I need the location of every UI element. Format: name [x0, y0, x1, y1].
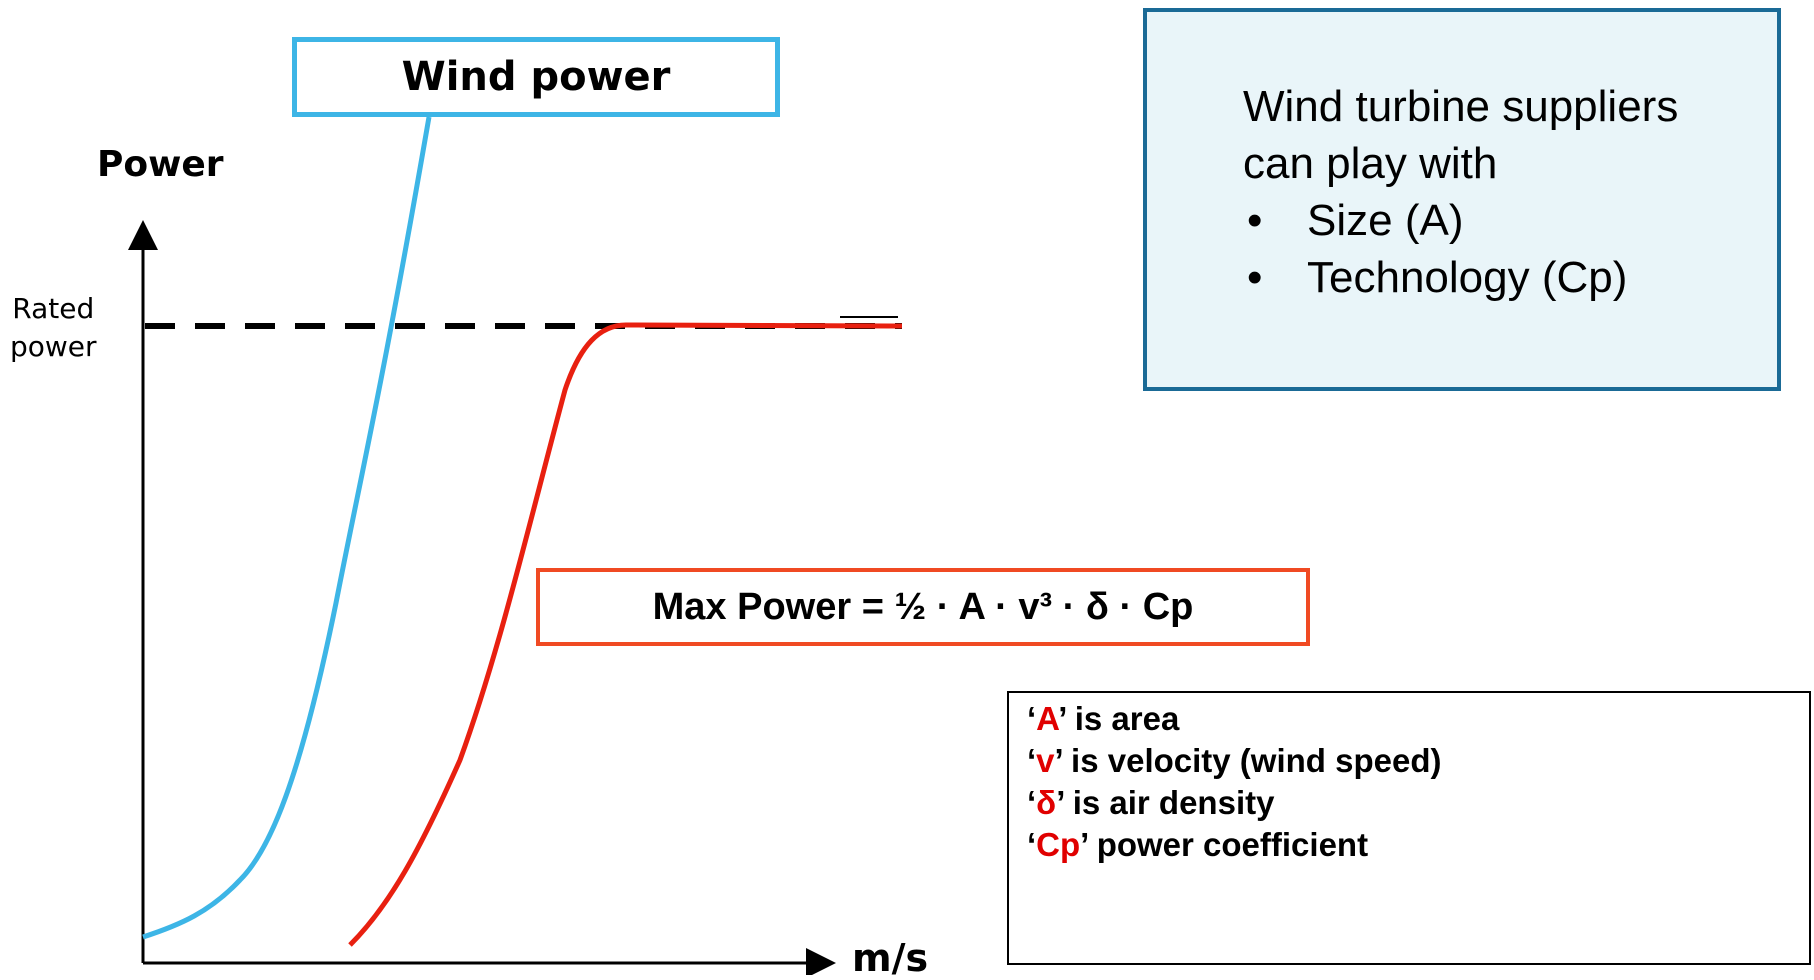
rated-label: Rated power — [10, 290, 97, 366]
bullet-item: • Size (A) — [1243, 192, 1678, 249]
definition: ‘v’ is velocity (wind speed) — [1027, 740, 1441, 782]
rated-line-1: Rated — [12, 292, 95, 325]
definition-text: ’ is air density — [1056, 784, 1275, 821]
bullet: • — [1247, 196, 1263, 245]
bullet-text: Technology (Cp) — [1307, 253, 1628, 302]
title: Wind power — [401, 54, 671, 100]
info-box: Wind turbine suppliers can play with • Si… — [1143, 8, 1781, 391]
term: δ — [1036, 784, 1057, 821]
info-text: Wind turbine suppliers can play with • Si… — [1243, 78, 1678, 306]
term: A — [1036, 700, 1059, 737]
definition-text: ’ power coefficient — [1080, 826, 1369, 863]
formula-box: Max Power = ½ · A · v³ · δ · Cp — [536, 568, 1310, 646]
x-axis-label: m/s — [852, 936, 929, 980]
definition-text: ’ is area — [1058, 700, 1180, 737]
quote: ‘ — [1027, 784, 1037, 821]
definitions-box: ‘A’ is area ‘v’ is velocity (wind speed) ‘… — [1007, 691, 1811, 965]
turbine-power-curve — [348, 322, 903, 947]
formula: Max Power = ½ · A · v³ · δ · Cp — [652, 585, 1194, 628]
term: Cp — [1036, 826, 1081, 863]
y-axis-label: Power — [97, 144, 224, 185]
quote: ‘ — [1027, 700, 1037, 737]
intro-line: Wind turbine suppliers — [1243, 82, 1679, 131]
rated-line-2: power — [10, 330, 97, 363]
wind-power-curve — [142, 116, 432, 940]
title-box: Wind power — [292, 37, 780, 117]
bullet: • — [1247, 253, 1263, 302]
quote: ‘ — [1027, 742, 1037, 779]
bullet-text: Size (A) — [1307, 196, 1464, 245]
quote: ‘ — [1027, 826, 1037, 863]
term: v — [1036, 742, 1055, 779]
definition: ‘A’ is area — [1027, 698, 1441, 740]
definition-text: ’ is velocity (wind speed) — [1054, 742, 1442, 779]
definition: ‘δ’ is air density — [1027, 782, 1441, 824]
bullet-item: • Technology (Cp) — [1243, 249, 1678, 306]
intro-line: can play with — [1243, 139, 1498, 188]
definition: ‘Cp’ power coefficient — [1027, 824, 1441, 866]
definitions: ‘A’ is area ‘v’ is velocity (wind speed) ‘… — [1027, 698, 1441, 866]
